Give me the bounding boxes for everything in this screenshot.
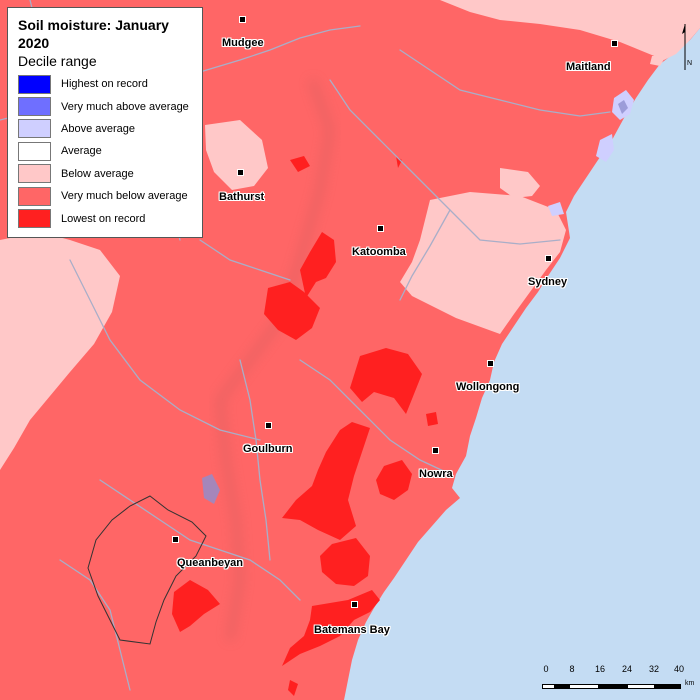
above-average-zones [548,90,634,216]
legend-swatch [18,119,51,139]
town-label: Batemans Bay [314,624,390,636]
town-label: Nowra [419,468,453,480]
legend-swatch [18,209,51,229]
legend-item-below: Below average [18,163,194,185]
town-label: Wollongong [456,381,520,393]
scale-tick: 24 [621,664,633,674]
legend-label: Lowest on record [61,212,146,225]
town-label: Mudgee [222,37,264,49]
legend-swatch [18,164,51,184]
town-label: Sydney [528,276,568,288]
town-marker [377,225,384,232]
below-average-zones [0,0,700,470]
town-marker [239,16,246,23]
town-label: Queanbeyan [177,557,244,569]
legend-swatch [18,141,51,161]
very-much-above-zones [202,100,628,504]
legend-label: Below average [61,167,134,180]
scale-segment [555,684,569,689]
legend-item-lowest: Lowest on record [18,207,194,229]
lowest-on-record-zones [172,156,438,696]
town-marker [545,255,552,262]
legend-item-very-much-below: Very much below average [18,185,194,207]
scale-tick: 0 [543,664,549,674]
scale-segment [542,684,555,689]
north-arrow-icon: N [682,24,692,70]
town-label: Goulburn [243,443,293,455]
legend-swatch [18,97,51,117]
legend-label: Average [61,145,102,158]
town-marker [237,169,244,176]
legend-item-average: Average [18,140,194,162]
map-title: Soil moisture: January 2020 [18,17,169,51]
legend-swatch [18,74,51,94]
town-marker [611,40,618,47]
north-label: N [687,60,692,67]
town-marker [432,447,439,454]
scale-unit: km [685,680,695,687]
legend-item-above: Above average [18,118,194,140]
legend-item-very-much-above: Very much above average [18,95,194,117]
scale-tick: 40 [673,664,685,674]
legend: Soil moisture: January 2020 Decile range… [7,7,203,238]
scale-tick: 8 [569,664,575,674]
scale-segment [599,684,627,689]
legend-swatch [18,186,51,206]
town-marker [351,601,358,608]
legend-item-highest: Highest on record [18,73,194,95]
range-shading [216,78,334,641]
town-label: Bathurst [219,191,265,203]
town-marker [172,536,179,543]
legend-label: Above average [61,122,135,135]
scale-tick: 32 [648,664,660,674]
scale-tick: 16 [594,664,606,674]
scale-segment [655,684,681,689]
legend-label: Highest on record [61,78,148,91]
legend-label: Very much above average [61,100,189,113]
legend-label: Very much below average [61,190,188,203]
town-marker [265,422,272,429]
town-label: Maitland [566,61,611,73]
scale-segment [569,684,599,689]
legend-subtitle: Decile range [18,53,97,69]
act-border [87,495,207,645]
town-label: Katoomba [352,246,406,258]
town-marker [487,360,494,367]
scale-bar: 0 8 16 24 32 40 km [540,664,694,692]
scale-segment [627,684,655,689]
